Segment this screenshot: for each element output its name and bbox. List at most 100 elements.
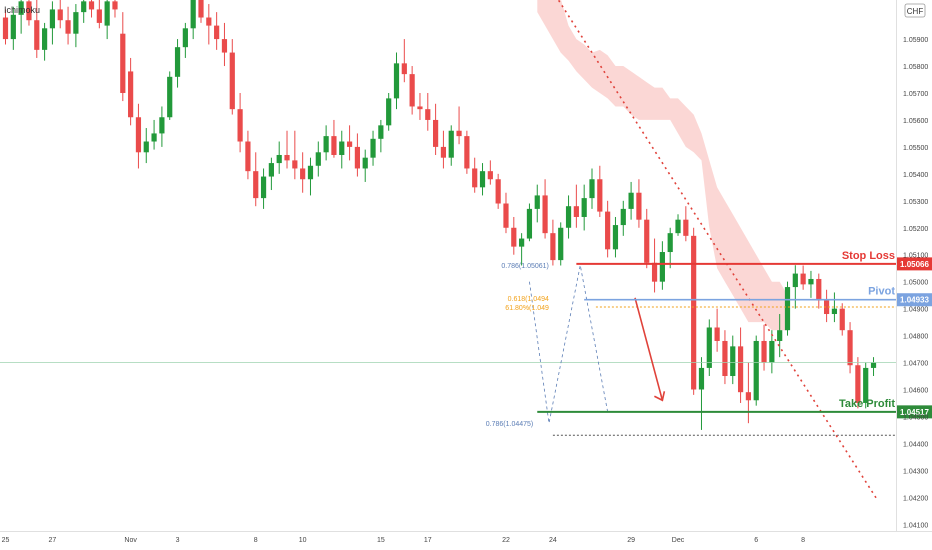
x-tick-label: 24: [549, 537, 557, 544]
y-tick-label: 1.04200: [903, 495, 928, 502]
candle-body: [88, 1, 95, 10]
y-tick-label: 1.05200: [903, 226, 928, 233]
candle-body: [620, 208, 626, 226]
candle-body: [691, 235, 697, 390]
candle-body: [386, 98, 392, 126]
y-tick-label: 1.04900: [903, 307, 928, 314]
candle-body: [511, 227, 517, 247]
candle-body: [565, 206, 572, 228]
candle-body: [268, 163, 274, 177]
x-tick-label: Nov: [124, 537, 137, 544]
candle-body: [683, 219, 689, 236]
candle-body: [550, 233, 556, 261]
candle-body: [542, 195, 548, 234]
candle-body: [628, 192, 634, 209]
candle-body: [339, 141, 345, 155]
stop-loss-label: Stop Loss: [842, 250, 895, 262]
pivot-price-text: 1.04933: [900, 296, 929, 305]
candle-body: [863, 367, 869, 403]
pivot-price-tag: [897, 293, 932, 307]
fib-label: 61.80%(1.049: [505, 305, 549, 312]
candle-body: [745, 392, 751, 401]
candle-body: [425, 109, 431, 120]
candle-body: [292, 160, 298, 169]
candle-body: [667, 233, 673, 253]
x-tick-label: 17: [424, 537, 432, 544]
candle-body: [526, 208, 533, 239]
indicator-label[interactable]: Ichimoku: [4, 5, 40, 15]
candle-body: [120, 33, 126, 93]
candle-body: [706, 327, 712, 368]
candle-body: [393, 63, 400, 99]
candle-body: [855, 365, 861, 403]
candle-body: [159, 117, 165, 134]
candle-body: [65, 20, 71, 34]
candle-body: [753, 340, 759, 401]
y-tick-label: 1.05800: [903, 64, 928, 71]
candle-body: [737, 346, 744, 393]
y-tick-label: 1.04600: [903, 387, 928, 394]
overlays: 0.786(1.05061) 0.618(1.0494 61.80%(1.049 0.…: [0, 0, 896, 501]
candle-body: [784, 287, 791, 331]
take-profit-price-text: 1.04517: [900, 408, 929, 417]
candle-body: [2, 17, 9, 40]
candle-body: [331, 136, 337, 155]
candle-body: [284, 154, 290, 161]
candle-body: [870, 362, 877, 368]
y-tick-label: 1.05600: [903, 118, 928, 125]
candle-body: [503, 203, 509, 228]
y-tick-label: 1.05900: [903, 37, 928, 44]
candle-body: [839, 308, 845, 331]
candle-body: [300, 168, 306, 180]
candle-body: [174, 47, 181, 77]
candle-body: [722, 340, 728, 377]
candle-body: [362, 157, 368, 169]
candle-body: [378, 125, 384, 139]
candle-body: [644, 219, 650, 263]
candle-body: [440, 146, 447, 158]
y-tick-label: 1.04400: [903, 441, 928, 448]
candle-body: [135, 117, 142, 153]
candle-body: [245, 141, 251, 172]
candle-body: [612, 225, 619, 250]
candle-body: [581, 198, 587, 217]
currency-badge[interactable]: CHF: [904, 3, 926, 18]
candle-body: [73, 12, 79, 34]
candle-body: [214, 25, 220, 40]
candle-body: [354, 146, 360, 169]
candle-body: [534, 195, 540, 209]
candle-body: [151, 133, 157, 142]
candle-body: [237, 109, 243, 142]
candle-body: [346, 141, 353, 147]
candle-body: [573, 206, 579, 217]
candle-body: [605, 211, 611, 250]
y-tick-label: 1.05000: [903, 280, 928, 287]
candles: [2, 0, 877, 430]
candle-body: [221, 39, 228, 53]
y-tick-label: 1.04700: [903, 361, 928, 368]
candle-body: [182, 28, 188, 48]
candle-body: [761, 340, 767, 363]
candle-body: [472, 168, 478, 188]
fib-label: 0.618(1.0494: [508, 296, 549, 303]
x-tick-label: 27: [49, 537, 57, 544]
candle-body: [417, 106, 423, 110]
fib-label: 0.786(1.05061): [501, 263, 548, 270]
candle-body: [831, 308, 838, 315]
x-tick-label: 22: [502, 537, 510, 544]
plot-area: 0.786(1.05061) 0.618(1.0494 61.80%(1.049 0.…: [0, 0, 896, 501]
candle-body: [276, 154, 282, 164]
y-tick-label: 1.04800: [903, 334, 928, 341]
candle-body: [433, 119, 439, 147]
fib-label: 0.786(1.04475): [486, 421, 533, 428]
projection-arrow-head: [654, 391, 666, 402]
candle-body: [10, 14, 16, 40]
candle-body: [495, 179, 501, 204]
x-tick-label: 3: [176, 537, 180, 544]
candle-body: [777, 330, 783, 341]
ichimoku-cloud: [537, 0, 788, 331]
stop-loss-price-text: 1.05066: [900, 260, 929, 269]
candle-body: [714, 327, 720, 341]
